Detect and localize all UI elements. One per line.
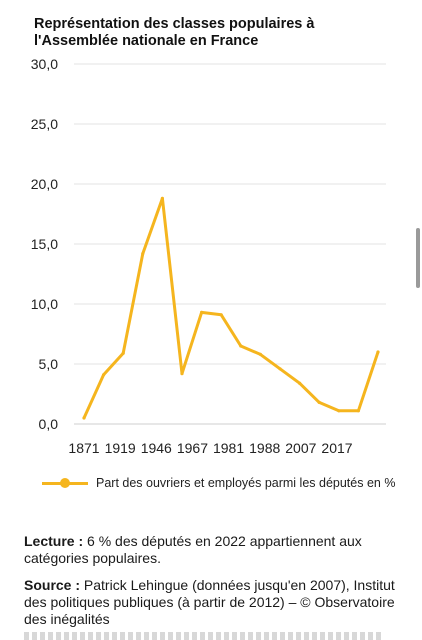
- legend-line-marker: [42, 477, 88, 489]
- lecture-note: Lecture : 6 % des députés en 2022 appart…: [24, 533, 404, 567]
- x-tick-label: 1946: [141, 440, 172, 456]
- data-point: [298, 381, 302, 385]
- data-point: [376, 350, 380, 354]
- data-point: [141, 252, 145, 256]
- lecture-text: 6 % des députés en 2022 appartiennent au…: [24, 533, 362, 566]
- x-tick-label: 2007: [285, 440, 316, 456]
- y-tick-label: 15,0: [31, 236, 58, 252]
- data-point: [121, 351, 125, 355]
- data-point: [356, 409, 360, 413]
- data-point: [337, 409, 341, 413]
- x-tick-label: 1919: [105, 440, 136, 456]
- truncated-text-line: [24, 632, 384, 640]
- chart-card: Représentation des classes populaires à …: [24, 6, 398, 512]
- y-tick-label: 5,0: [39, 356, 59, 372]
- data-point: [180, 372, 184, 376]
- y-tick-label: 20,0: [31, 176, 58, 192]
- y-tick-label: 25,0: [31, 116, 58, 132]
- data-point: [102, 373, 106, 377]
- data-point: [278, 367, 282, 371]
- data-point: [239, 344, 243, 348]
- source-note: Source : Patrick Lehingue (données jusqu…: [24, 577, 404, 628]
- line-chart: 30,0 25,0 20,0 15,0 10,0 5,0 0,0 1871 1919 1946 19…: [31, 56, 386, 456]
- x-tick-label: 1967: [177, 440, 208, 456]
- y-tick-label: 30,0: [31, 56, 58, 72]
- lecture-label: Lecture :: [24, 533, 84, 549]
- x-tick-label: 1981: [213, 440, 244, 456]
- data-point: [219, 313, 223, 317]
- chart-legend: Part des ouvriers et employés parmi les …: [42, 476, 395, 490]
- source-label: Source :: [24, 577, 81, 593]
- data-point: [82, 416, 86, 420]
- x-tick-label: 1988: [249, 440, 280, 456]
- series-line: [82, 196, 380, 420]
- legend-label: Part des ouvriers et employés parmi les …: [96, 476, 396, 490]
- page-scrollbar[interactable]: [416, 228, 420, 288]
- source-text: Patrick Lehingue (données jusqu'en 2007)…: [24, 577, 395, 627]
- x-tick-label: 2017: [321, 440, 352, 456]
- chart-title: Représentation des classes populaires à …: [34, 16, 315, 49]
- x-tick-label: 1871: [68, 440, 99, 456]
- data-point: [200, 310, 204, 314]
- y-tick-label: 0,0: [39, 416, 59, 432]
- y-tick-label: 10,0: [31, 296, 58, 312]
- data-point: [258, 352, 262, 356]
- chart-notes: Lecture : 6 % des députés en 2022 appart…: [24, 533, 404, 638]
- data-point: [160, 196, 164, 200]
- data-point: [317, 400, 321, 404]
